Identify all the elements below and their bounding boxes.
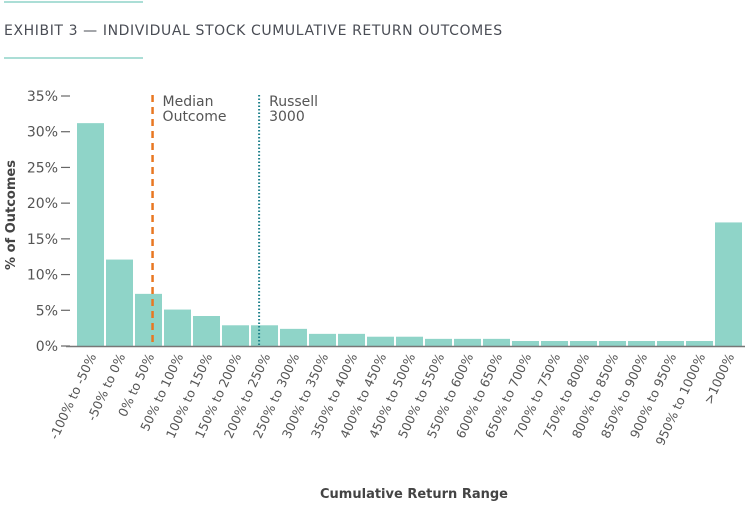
bar xyxy=(222,325,249,346)
bar xyxy=(628,341,655,346)
bar xyxy=(454,338,481,346)
y-axis: 0% 5% 10% 15% 20% 25% 30% 35% xyxy=(27,89,70,355)
bar xyxy=(541,341,568,346)
bar xyxy=(164,309,191,346)
y-axis-label: % of Outcomes xyxy=(4,160,19,270)
bar xyxy=(715,222,742,346)
x-tick-label: -100% to -50% xyxy=(46,351,99,442)
y-tick-label: 0% xyxy=(36,339,58,355)
bar xyxy=(483,338,510,346)
annotation-label: Outcome xyxy=(163,109,227,125)
annotation-label: Russell xyxy=(269,94,318,110)
bar xyxy=(309,333,336,346)
annotation-label: Median xyxy=(163,94,214,110)
y-tick-label: 25% xyxy=(27,160,58,176)
bar xyxy=(251,325,278,346)
bar xyxy=(280,328,307,346)
annotation-label: 3000 xyxy=(269,109,305,125)
bar xyxy=(106,259,133,346)
x-axis-label: Cumulative Return Range xyxy=(320,487,508,502)
y-tick-label: 35% xyxy=(27,89,58,105)
y-tick-label: 20% xyxy=(27,196,58,212)
x-axis-tick-labels: -100% to -50%-50% to 0%0% to 50%50% to 1… xyxy=(46,351,737,448)
bar xyxy=(338,333,365,346)
bar xyxy=(425,338,452,346)
bar xyxy=(570,341,597,346)
y-tick-label: 15% xyxy=(27,232,58,248)
bar xyxy=(367,336,394,346)
bar xyxy=(657,341,684,346)
bar xyxy=(686,341,713,346)
bar xyxy=(396,336,423,346)
bars xyxy=(77,123,742,347)
y-tick-label: 10% xyxy=(27,268,58,284)
bar xyxy=(193,316,220,346)
bar xyxy=(77,123,104,347)
bar xyxy=(135,293,162,346)
chart-title: EXHIBIT 3 — INDIVIDUAL STOCK CUMULATIVE … xyxy=(4,23,503,39)
y-tick-label: 5% xyxy=(36,303,58,319)
y-tick-label: 30% xyxy=(27,125,58,141)
bar xyxy=(599,341,626,346)
bar xyxy=(512,341,539,346)
